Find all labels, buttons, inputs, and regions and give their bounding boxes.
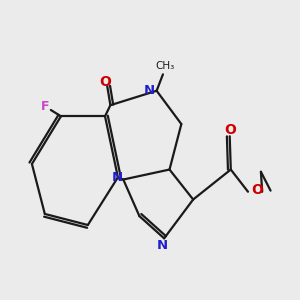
Text: N: N [157, 239, 168, 252]
Text: N: N [112, 172, 123, 184]
Text: O: O [100, 74, 112, 88]
Text: N: N [144, 84, 155, 97]
Text: CH₃: CH₃ [155, 61, 174, 71]
Text: F: F [41, 100, 50, 113]
Text: O: O [224, 123, 236, 137]
Text: O: O [251, 183, 263, 197]
